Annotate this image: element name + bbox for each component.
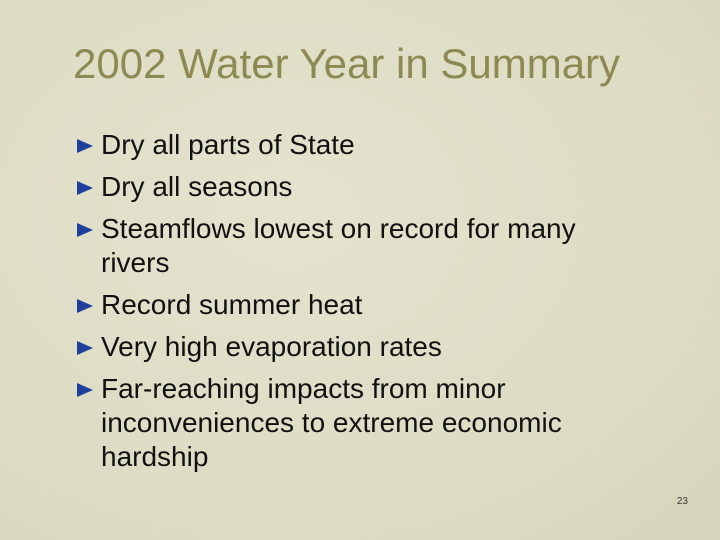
bullet-marker — [77, 299, 93, 313]
bullet-marker — [77, 341, 93, 355]
bullet-item: Far-reaching impacts from minor inconven… — [76, 372, 646, 474]
bullet-triangle — [77, 299, 93, 313]
bullet-marker — [77, 139, 93, 153]
bullet-item: Very high evaporation rates — [76, 330, 646, 364]
bullet-marker — [77, 181, 93, 195]
bullet-item: Steamflows lowest on record for many riv… — [76, 212, 646, 280]
bullet-text: Dry all seasons — [101, 171, 293, 202]
bullet-triangle — [77, 139, 93, 153]
bullet-triangle — [77, 383, 93, 397]
bullet-item: Dry all parts of State — [76, 128, 646, 162]
bullet-text: Steamflows lowest on record for many riv… — [101, 213, 576, 278]
page-number: 23 — [676, 496, 688, 507]
bullet-marker — [77, 223, 93, 237]
bullet-text: Far-reaching impacts from minor inconven… — [101, 373, 562, 472]
bullet-list: Dry all parts of State Dry all seasons Ste… — [76, 128, 646, 482]
bullet-triangle — [77, 341, 93, 355]
bullet-triangle — [77, 181, 93, 195]
bullet-text: Very high evaporation rates — [101, 331, 442, 362]
bullet-text: Dry all parts of State — [101, 129, 355, 160]
bullet-triangle — [77, 223, 93, 237]
bullet-text: Record summer heat — [101, 289, 363, 320]
slide-title: 2002 Water Year in Summary — [73, 40, 621, 87]
bullet-item: Dry all seasons — [76, 170, 646, 204]
bullet-marker — [77, 383, 93, 397]
bullet-item: Record summer heat — [76, 288, 646, 322]
